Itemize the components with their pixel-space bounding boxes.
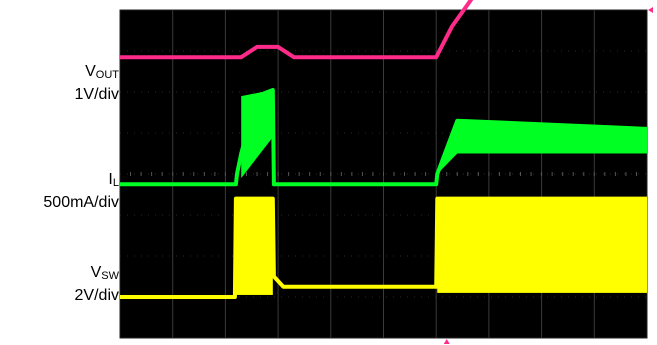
il-ripple-burst-2 bbox=[437, 120, 647, 174]
traces bbox=[120, 0, 648, 299]
plot-border bbox=[119, 9, 648, 339]
vout-label: VOUT 1V/div bbox=[75, 62, 119, 105]
trigger-level-marker bbox=[648, 7, 653, 13]
vsw-scale: 2V/div bbox=[74, 287, 119, 304]
vout-name: VOUT bbox=[85, 63, 119, 81]
vsw-burst-1 bbox=[235, 198, 273, 295]
markers bbox=[443, 7, 653, 344]
il-label: IL 500mA/div bbox=[43, 170, 119, 213]
trace-vsw bbox=[120, 196, 647, 299]
vsw-name: VSW bbox=[90, 264, 119, 282]
vsw-label: VSW 2V/div bbox=[75, 263, 119, 306]
il-name: IL bbox=[108, 171, 119, 189]
trigger-marker bbox=[443, 339, 450, 344]
vout-scale: 1V/div bbox=[74, 86, 119, 103]
il-scale: 500mA/div bbox=[43, 194, 119, 211]
vsw-burst-2 bbox=[437, 198, 647, 293]
trace-vout bbox=[120, 0, 474, 60]
il-ripple-burst-1 bbox=[241, 89, 273, 179]
